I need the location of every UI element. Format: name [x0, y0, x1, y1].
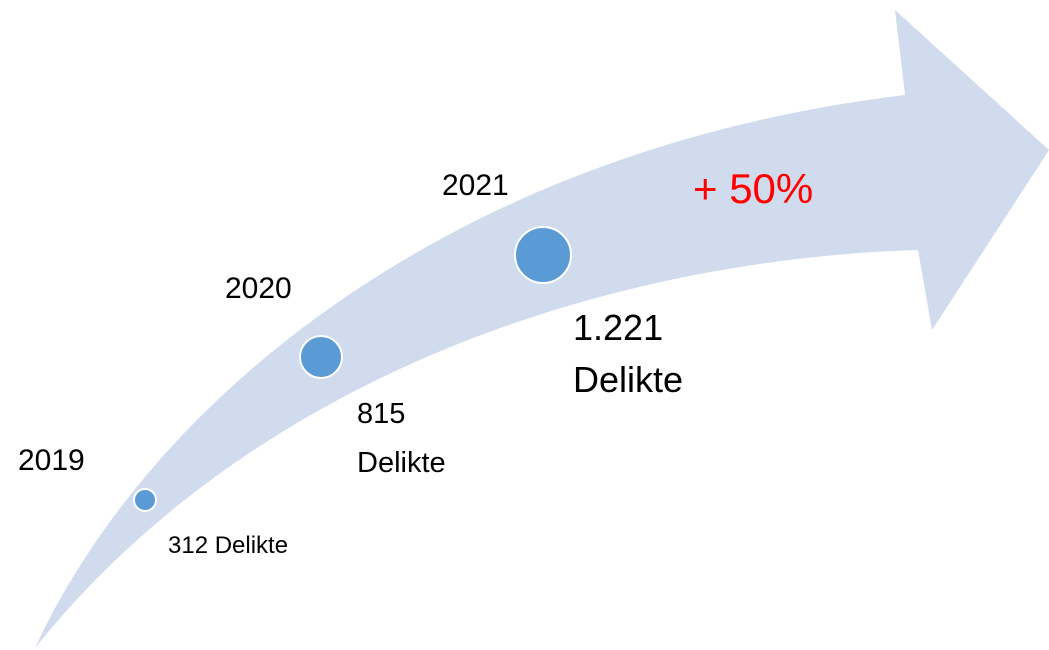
count-label: 1.221 — [573, 307, 663, 348]
year-label: 2019 — [18, 444, 85, 477]
growth-arrow — [35, 10, 1049, 648]
milestone-dot — [299, 335, 343, 379]
milestone-dot — [133, 488, 157, 512]
milestone-dot — [514, 226, 572, 284]
year-label: 2020 — [225, 272, 292, 305]
growth-annotation: + 50% — [693, 165, 813, 212]
count-label: Delikte — [573, 359, 683, 400]
count-label: Delikte — [357, 447, 446, 479]
year-label: 2021 — [442, 169, 509, 202]
count-label: 815 — [357, 398, 405, 430]
count-label: 312 Delikte — [168, 532, 288, 559]
